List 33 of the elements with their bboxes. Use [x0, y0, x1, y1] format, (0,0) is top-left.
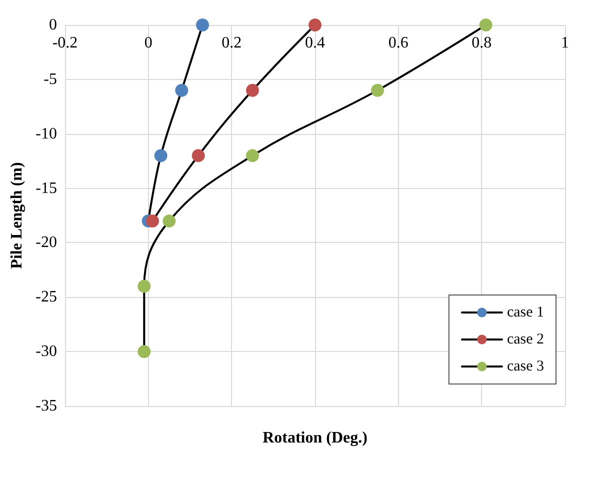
legend-label: case 2	[506, 332, 544, 348]
x-tick-label: 0.6	[388, 34, 408, 52]
x-axis-title: Rotation (Deg.)	[262, 430, 368, 446]
x-tick-label: 0.8	[472, 34, 492, 52]
y-tick-label: -35	[36, 398, 57, 414]
legend-label: case 1	[506, 304, 544, 320]
point	[479, 18, 492, 32]
point	[138, 280, 151, 293]
y-tick-label: -15	[36, 180, 57, 197]
y-tick-label: -30	[36, 343, 57, 360]
x-tick-label: 0.2	[222, 34, 242, 52]
point	[146, 214, 159, 228]
point	[246, 84, 259, 97]
y-tick-label: -5	[44, 70, 57, 88]
point	[308, 18, 322, 32]
x-tick-label: 0.4	[305, 34, 325, 52]
y-tick-label: -25	[36, 288, 57, 306]
point	[154, 149, 168, 162]
point	[138, 345, 151, 358]
point	[371, 84, 384, 97]
point	[192, 149, 205, 162]
point	[196, 18, 209, 32]
y-tick-label: -10	[36, 125, 57, 142]
point	[246, 149, 259, 162]
point	[162, 214, 176, 228]
y-axis-title: Pile Length (m)	[8, 162, 26, 269]
x-tick-label: 0	[144, 34, 152, 52]
legend-label: case 3	[506, 358, 544, 374]
point	[175, 84, 188, 97]
x-tick-label: 1	[561, 34, 569, 52]
y-tick-label: 0	[49, 16, 57, 34]
y-tick-label: -20	[36, 234, 57, 252]
x-tick-label: -0.2	[52, 34, 78, 52]
